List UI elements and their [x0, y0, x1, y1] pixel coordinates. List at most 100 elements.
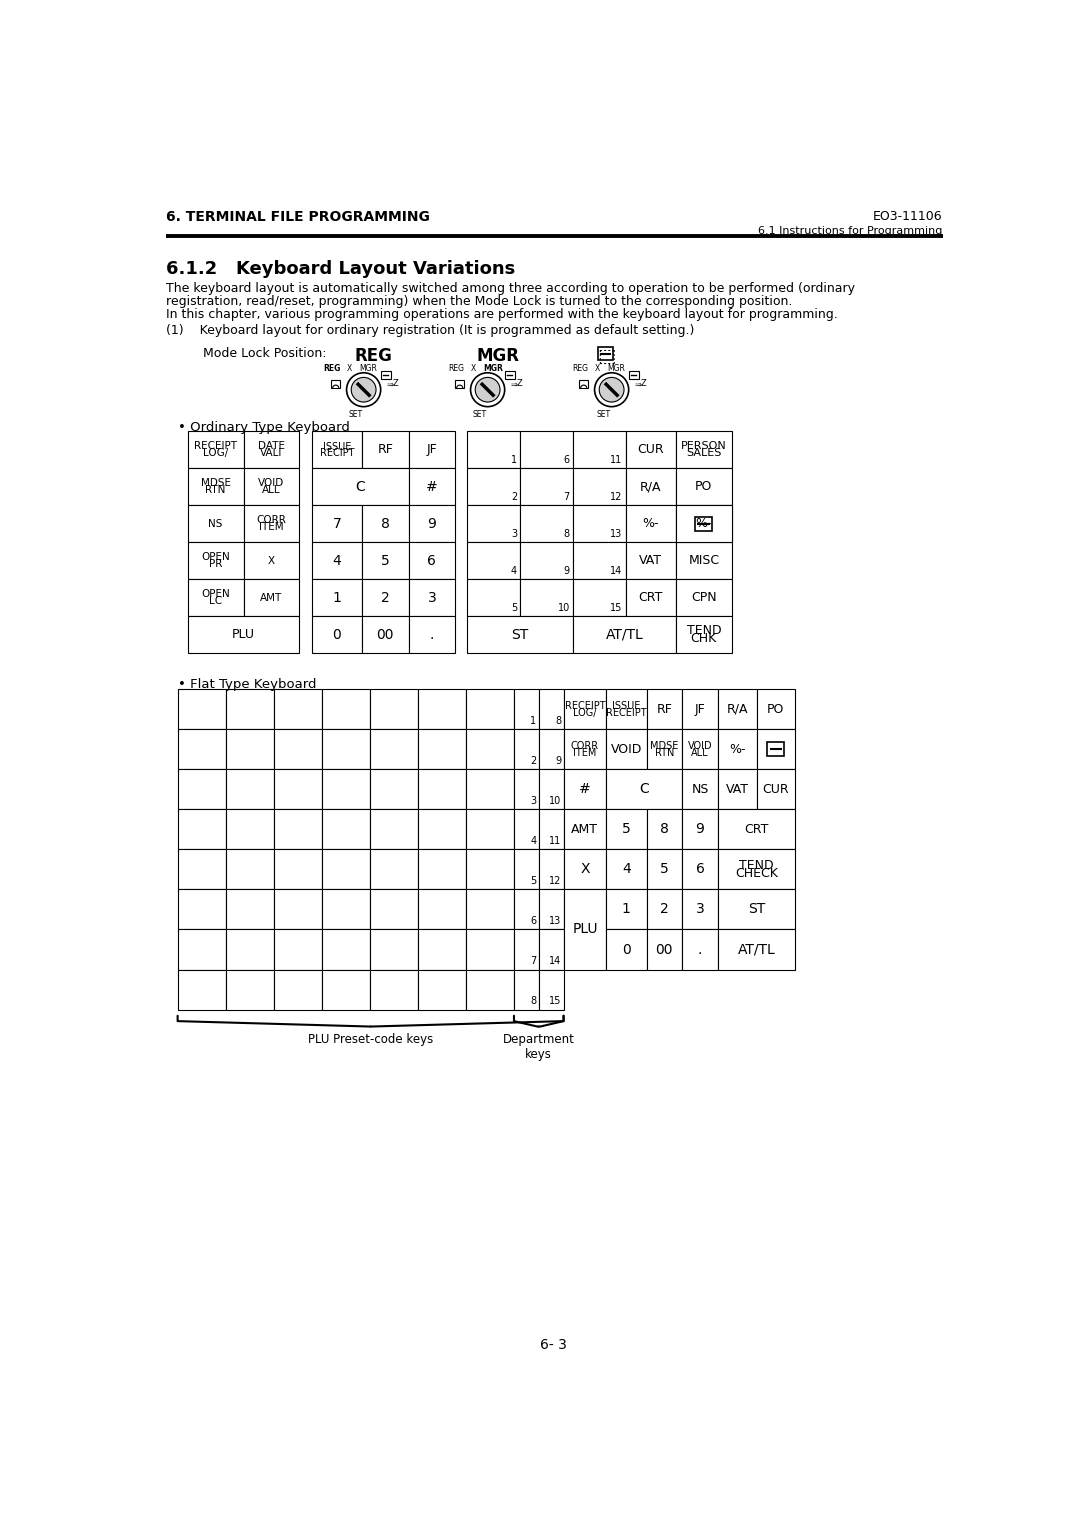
Text: 3: 3 [428, 591, 436, 605]
Bar [579, 380, 589, 388]
Bar [226, 769, 273, 810]
Text: MDSE: MDSE [201, 478, 231, 489]
Bar [564, 769, 606, 810]
Bar [539, 889, 564, 929]
Bar [177, 689, 226, 729]
Bar [465, 689, 514, 729]
Bar [539, 769, 564, 810]
Text: 6. TERMINAL FILE PROGRAMMING: 6. TERMINAL FILE PROGRAMMING [166, 211, 430, 225]
Text: • Flat Type Keyboard: • Flat Type Keyboard [177, 678, 316, 691]
Bar [564, 689, 606, 729]
Text: 00: 00 [656, 943, 673, 957]
Text: 11: 11 [549, 836, 562, 847]
Text: 8: 8 [564, 529, 570, 539]
Circle shape [351, 377, 376, 402]
Bar [606, 769, 683, 810]
Bar [273, 769, 322, 810]
Text: PO: PO [696, 480, 713, 494]
Text: 4: 4 [530, 836, 537, 847]
Bar [408, 616, 455, 652]
Bar [369, 970, 418, 1010]
Text: LC: LC [210, 596, 222, 607]
Text: 6: 6 [564, 455, 570, 465]
Bar [362, 579, 408, 616]
Text: 9: 9 [428, 516, 436, 530]
Text: MISC: MISC [688, 555, 719, 567]
Bar [539, 689, 564, 729]
Bar [322, 929, 369, 970]
Text: REG: REG [323, 364, 340, 373]
Text: 2: 2 [381, 591, 390, 605]
Text: ALL: ALL [262, 486, 281, 495]
Bar [521, 431, 572, 468]
Text: Z: Z [517, 379, 523, 388]
Text: ITEM: ITEM [573, 747, 596, 758]
Text: 4: 4 [333, 553, 341, 568]
Bar [455, 380, 464, 388]
Text: DATE: DATE [258, 442, 285, 451]
Bar [418, 970, 465, 1010]
Text: TEND: TEND [687, 623, 721, 637]
Bar [521, 542, 572, 579]
Text: 8: 8 [660, 822, 669, 836]
Bar [539, 729, 564, 769]
Bar [418, 729, 465, 769]
Circle shape [475, 377, 500, 402]
Bar [362, 616, 408, 652]
Bar [465, 970, 514, 1010]
Text: 12: 12 [549, 877, 562, 886]
Text: VOID: VOID [688, 741, 713, 752]
Bar [312, 468, 408, 506]
Text: AT/TL: AT/TL [738, 943, 775, 957]
Text: 7: 7 [530, 957, 537, 966]
Bar [606, 929, 647, 970]
Bar [572, 542, 625, 579]
Text: 4: 4 [511, 565, 517, 576]
Text: VAT: VAT [726, 782, 748, 796]
Bar [273, 929, 322, 970]
Text: CORR: CORR [256, 515, 286, 526]
Text: ST: ST [512, 628, 529, 642]
Bar [468, 506, 521, 542]
Bar [177, 769, 226, 810]
Bar [188, 468, 243, 506]
Bar [226, 729, 273, 769]
Bar [572, 616, 676, 652]
Text: 3: 3 [511, 529, 517, 539]
Bar [768, 743, 784, 756]
Bar [380, 371, 391, 379]
Bar [177, 850, 226, 889]
Bar [369, 929, 418, 970]
Text: SET: SET [472, 410, 486, 419]
Text: LOG/: LOG/ [573, 707, 596, 718]
Bar [676, 431, 732, 468]
Bar [188, 579, 243, 616]
Bar [683, 810, 718, 850]
Text: C: C [639, 782, 649, 796]
Bar [362, 542, 408, 579]
Bar [757, 769, 795, 810]
Bar [521, 579, 572, 616]
Bar [465, 850, 514, 889]
Bar [408, 542, 455, 579]
Bar [683, 769, 718, 810]
Text: AT/TL: AT/TL [606, 628, 644, 642]
Bar [322, 810, 369, 850]
Text: RECEIPT: RECEIPT [606, 707, 647, 718]
Text: 8: 8 [555, 717, 562, 726]
Bar [564, 729, 606, 769]
Text: AMT: AMT [571, 824, 598, 836]
Text: %-: %- [643, 516, 659, 530]
Text: (1)    Keyboard layout for ordinary registration (It is programmed as default se: (1) Keyboard layout for ordinary registr… [166, 324, 694, 338]
Bar [322, 729, 369, 769]
Text: MGR: MGR [476, 347, 519, 365]
Text: 1: 1 [530, 717, 537, 726]
Bar [676, 579, 732, 616]
Text: AMT: AMT [260, 593, 283, 602]
Text: CUR: CUR [637, 443, 664, 457]
Bar [514, 689, 539, 729]
Bar [625, 468, 676, 506]
Text: 14: 14 [610, 565, 622, 576]
Text: PLU Preset-code keys: PLU Preset-code keys [308, 1033, 433, 1045]
Bar [625, 542, 676, 579]
